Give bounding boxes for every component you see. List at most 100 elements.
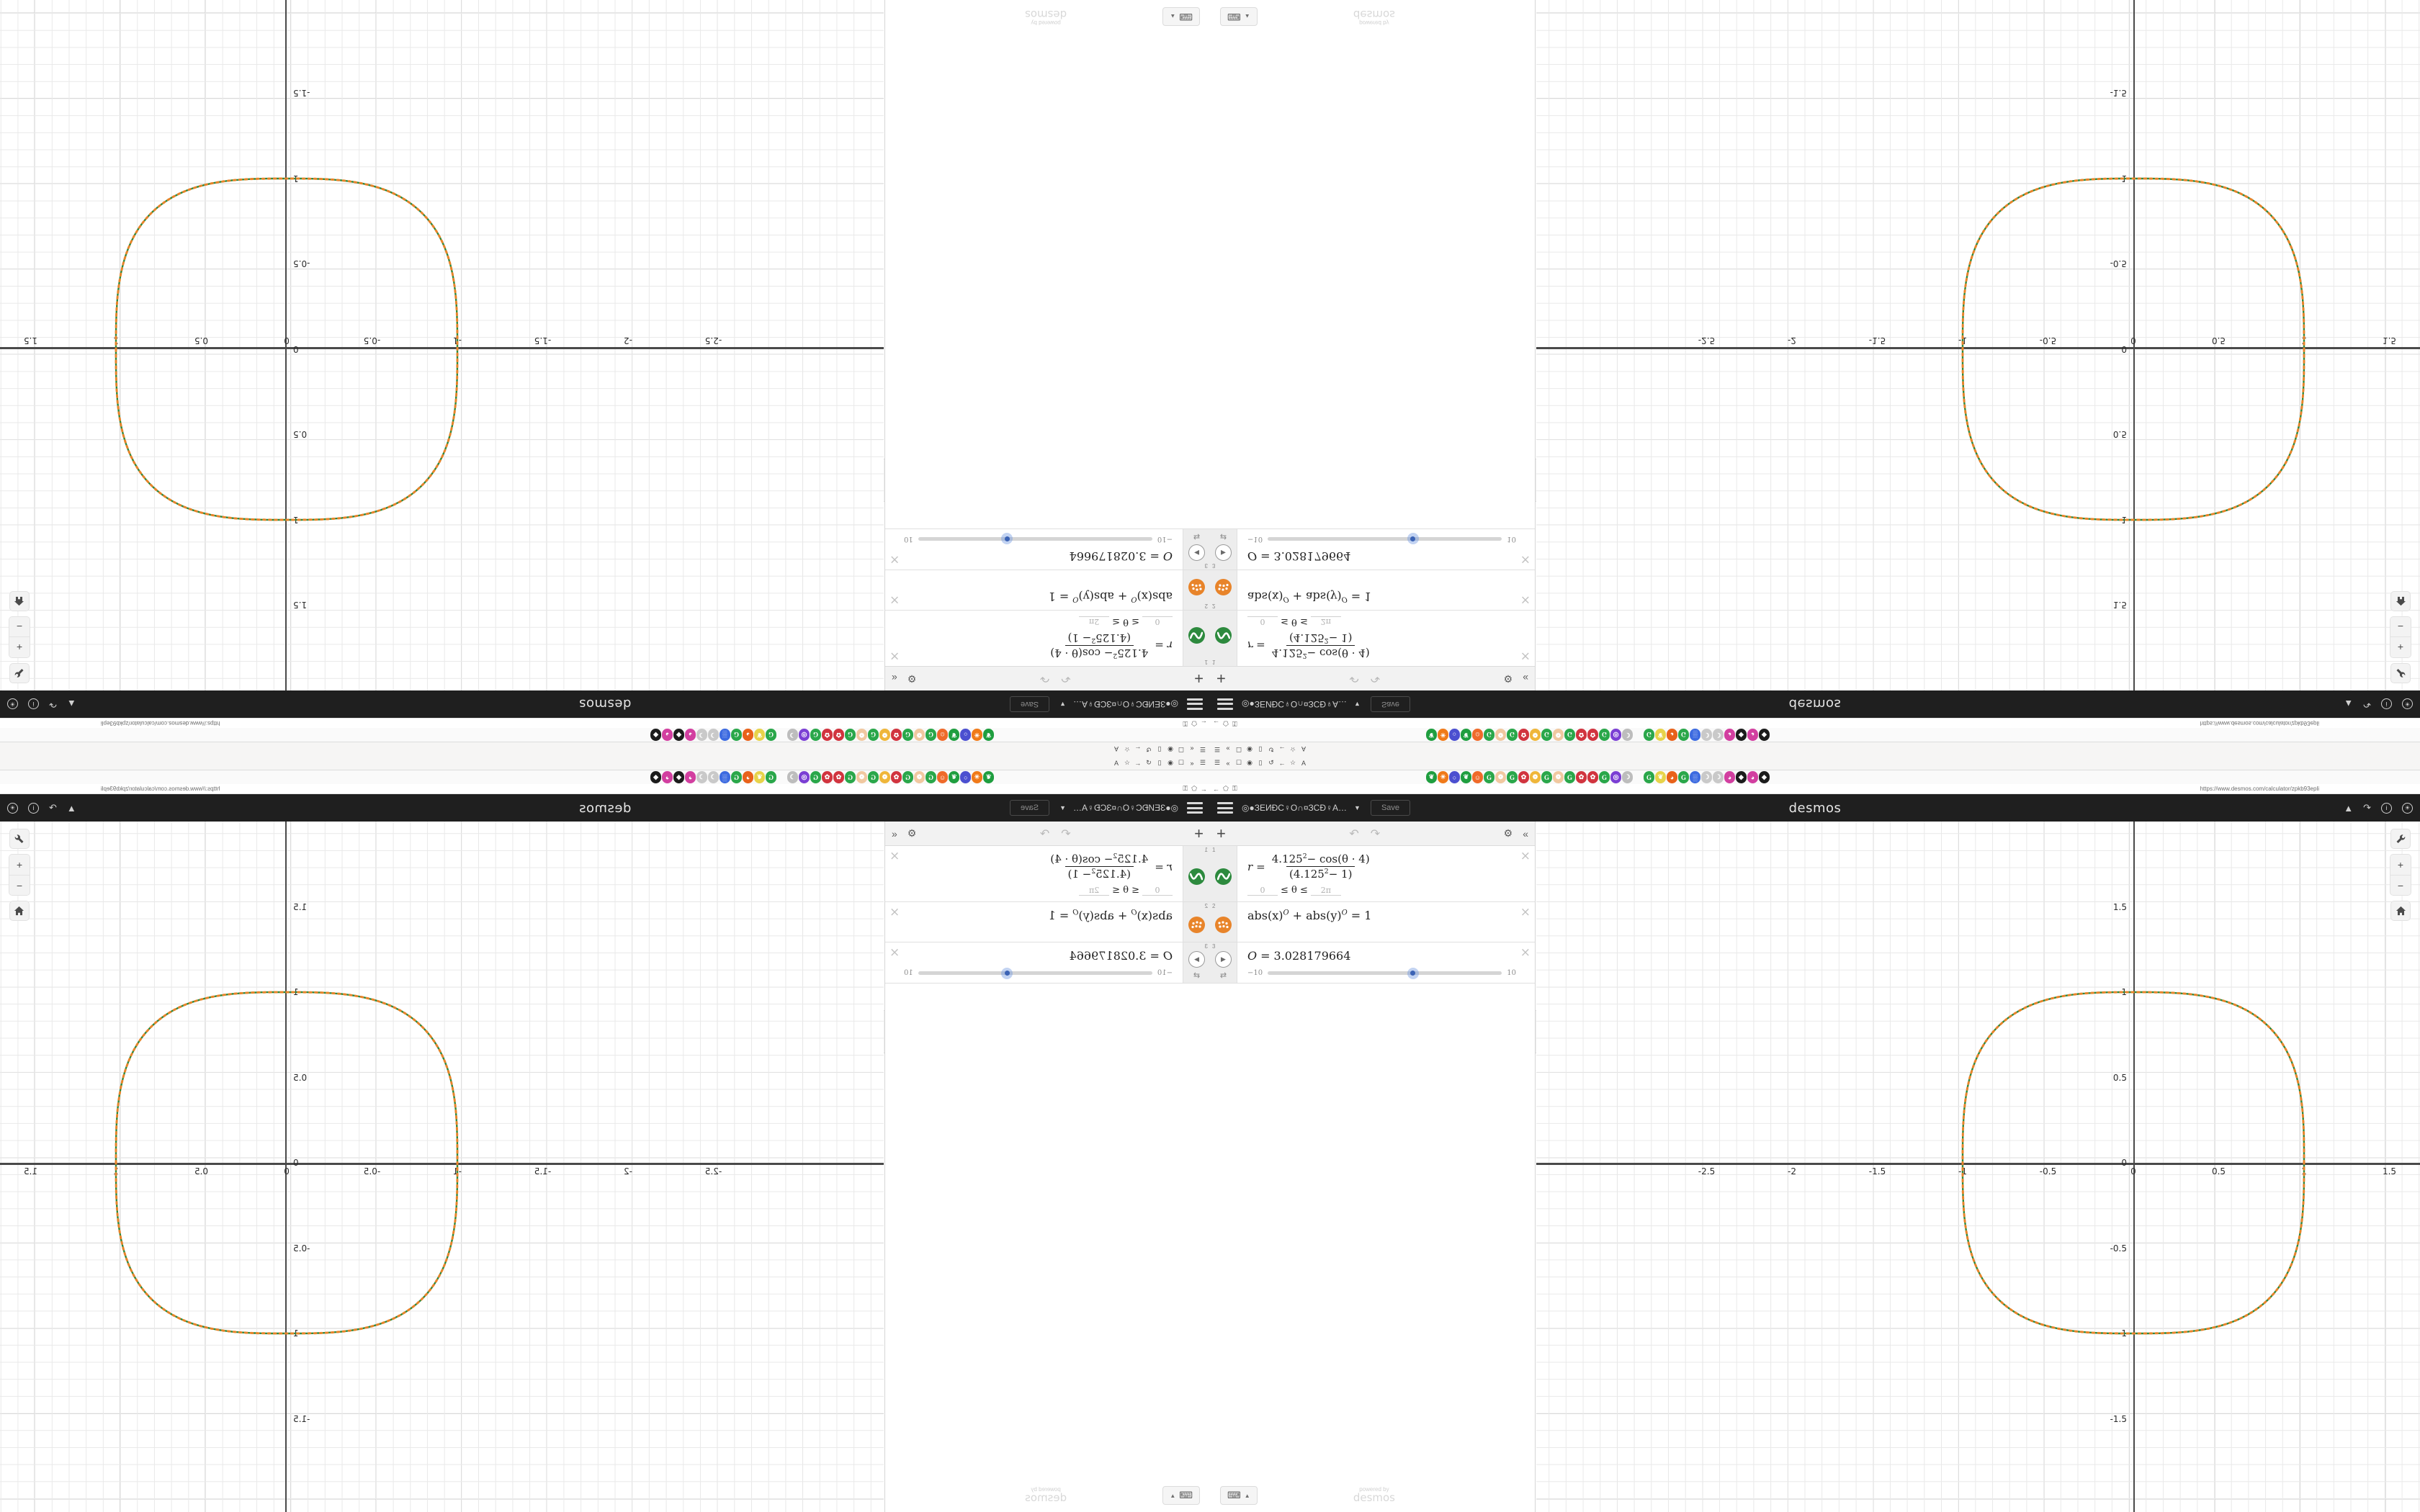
orange-dots-icon[interactable]	[1215, 917, 1232, 933]
new-tab-icon[interactable]: ☐	[1178, 759, 1185, 766]
favicon-black-shard[interactable]: ◆	[1736, 729, 1747, 741]
graph-title[interactable]: ◎●ЗЕИĐС♀О∩¤ЗСĐ♀А…	[1242, 803, 1348, 813]
quadrant-top-right[interactable]: ☰ « ☐ ◉ ▯ ↺ ← ☆ A ❦ ☀ ○ ❦ ☺ G ❁ G ✿ ❁ G ❁ G ✿ ✿ G ◎ ☽ G ❦ ◕…	[1210, 0, 2420, 756]
favicon-gold-flower[interactable]: ❁	[1530, 729, 1541, 741]
toolbar-right-group[interactable]: ⚙ «	[892, 672, 916, 685]
zoom-in-button[interactable]: +	[9, 855, 30, 875]
shield-icon[interactable]: ⬠	[1191, 720, 1197, 727]
favicon-green-g[interactable]: G	[1484, 729, 1494, 741]
domain-max-input[interactable]: 2π	[1079, 885, 1110, 896]
slider-handle[interactable]	[1001, 967, 1013, 979]
favicon-firefox[interactable]: ◕	[743, 729, 753, 741]
redo-icon[interactable]: ↷	[1039, 672, 1050, 685]
domain-min-input[interactable]: 0	[1247, 616, 1278, 627]
favicon-grey-moon-3[interactable]: ☽	[1713, 771, 1724, 783]
favicon-green-g-6[interactable]: G	[766, 771, 776, 783]
keyboard-toggle-button[interactable]: ⌨ ▲	[1220, 7, 1258, 26]
delete-expression-button[interactable]: ×	[1520, 649, 1531, 663]
home-reset-button[interactable]	[2390, 591, 2411, 611]
domain-max-input[interactable]: 2π	[1079, 616, 1110, 627]
favicon-black-shard-2[interactable]: ◆	[650, 729, 661, 741]
shield-icon[interactable]: ⬠	[1223, 785, 1229, 792]
slider-direction-icon[interactable]: ⇄	[1193, 971, 1201, 980]
favicon-green-leaf-2[interactable]: ❦	[1461, 771, 1471, 783]
delete-expression-button[interactable]: ×	[889, 649, 900, 663]
globe-icon[interactable]: ◉	[1168, 759, 1173, 766]
redo-icon[interactable]: ↷	[1039, 827, 1050, 840]
gear-icon[interactable]: ⚙	[1503, 827, 1513, 839]
undo-icon[interactable]: ↶	[1061, 672, 1071, 685]
share-icon[interactable]: ↷	[49, 802, 57, 813]
reader-icon[interactable]: ▯	[1258, 759, 1263, 766]
expression-body[interactable]: × r = 4.1252− cos(θ · 4)	[1237, 846, 1535, 901]
collapse-panel-icon[interactable]: «	[1523, 672, 1528, 685]
collapse-panel-icon[interactable]: «	[892, 827, 897, 840]
delete-expression-button[interactable]: ×	[889, 593, 900, 607]
account-avatar-icon[interactable]: ☀	[7, 802, 18, 814]
menu-icon[interactable]: ☰	[1199, 759, 1206, 766]
slider-track[interactable]	[918, 967, 1152, 979]
favicon-magenta-blob[interactable]: ◕	[685, 729, 696, 741]
browser-url-bar[interactable]: ← ⬠ ⚿ https://www.desmos.com/calculator/…	[0, 784, 1210, 794]
undo-icon[interactable]: ↶	[1349, 827, 1359, 840]
back-arrow-icon[interactable]: ←	[1201, 785, 1207, 793]
favicon-green-g-6[interactable]: G	[1644, 771, 1654, 783]
favicon-pale-flower[interactable]: ❁	[1495, 729, 1506, 741]
slider-track[interactable]	[1268, 533, 1502, 545]
favicon-yellow-bird[interactable]: ❦	[1655, 771, 1666, 783]
graph-toolbar[interactable]: + −	[9, 591, 30, 683]
collapse-panel-icon[interactable]: «	[892, 672, 897, 685]
favicon-blue-grid[interactable]: ░	[720, 729, 730, 741]
favicon-magenta-blob[interactable]: ◕	[685, 771, 696, 783]
back-arrow-icon[interactable]: ←	[1278, 745, 1286, 753]
tab-favicon-group-2[interactable]: G ❦ ◕ G ░ ☽ ☽ ◕ ◆ ◕ ◆	[650, 729, 776, 741]
orange-dots-icon[interactable]	[1188, 917, 1205, 933]
graph-canvas[interactable]: -2.5-2-1.5-1-0.500.511.522.5 1.510.50-0.…	[0, 0, 884, 690]
favicon-red-bloom-3[interactable]: ✿	[1587, 771, 1598, 783]
parameter-slider[interactable]: −10 10	[904, 533, 1173, 545]
favicon-yellow-bird[interactable]: ❦	[1655, 729, 1666, 741]
favicon-blue-ring[interactable]: ○	[960, 771, 971, 783]
favicon-firefox[interactable]: ◕	[1667, 771, 1677, 783]
browser-bookmark-toolbar[interactable]: ☰ « ☐ ◉ ▯ ↺ ← ☆ A	[1210, 756, 2420, 770]
favicon-green-g-7[interactable]: G	[1678, 771, 1689, 783]
toolbar-right-group[interactable]: ⚙ «	[892, 827, 916, 840]
globe-icon[interactable]: ◉	[1168, 746, 1173, 753]
quadrant-bottom-left[interactable]: ☰ « ☐ ◉ ▯ ↺ ← ☆ A ❦ ☀ ○ ❦ ☺ G ❁ G ✿ ❁ G ❁ G ✿ ✿ G ◎ ☽ G ❦ ◕…	[0, 756, 1210, 1512]
add-expression-button[interactable]: +	[1194, 824, 1204, 842]
zoom-out-button[interactable]: −	[9, 617, 30, 637]
graph-toolbar[interactable]: + −	[2390, 591, 2411, 683]
favicon-green-g-7[interactable]: G	[731, 729, 742, 741]
back-arrow-icon[interactable]: ←	[1134, 745, 1142, 753]
favicon-orange-face[interactable]: ☺	[937, 771, 948, 783]
favicon-green-g-7[interactable]: G	[731, 771, 742, 783]
wrench-settings-icon[interactable]	[9, 663, 30, 683]
expression-row-2[interactable]: 2	[885, 570, 1210, 610]
reload-icon[interactable]: ↺	[1268, 759, 1274, 766]
favicon-pale-flower-2[interactable]: ❁	[1553, 729, 1564, 741]
globe-icon[interactable]: ◉	[1247, 759, 1252, 766]
translate-icon[interactable]: A	[1301, 759, 1306, 767]
undo-redo-group[interactable]: ↶ ↷	[1349, 672, 1380, 686]
favicon-green-g-5[interactable]: G	[810, 729, 821, 741]
parameter-slider[interactable]: −10 10	[1247, 967, 1516, 979]
slider-max-label[interactable]: 10	[904, 969, 913, 977]
chevron-down-icon[interactable]: ▼	[1059, 701, 1066, 708]
favicon-purple-spiral[interactable]: ◎	[1610, 729, 1621, 741]
zoom-button-group[interactable]: + −	[9, 854, 30, 896]
caret-up-icon[interactable]: ▲	[66, 698, 76, 710]
favicon-orange-sun[interactable]: ☀	[972, 771, 982, 783]
graph-title[interactable]: ◎●ЗЕИĐС♀О∩¤ЗСĐ♀А…	[1072, 803, 1178, 813]
favicon-red-bloom-2[interactable]: ✿	[833, 771, 844, 783]
expression-body[interactable]: × r = 4.1252− cos(θ · 4)	[885, 611, 1183, 666]
play-button-icon[interactable]: ▶	[1188, 544, 1205, 561]
translate-icon[interactable]: A	[1114, 759, 1119, 767]
expression-row-1[interactable]: 1 × r =	[885, 610, 1210, 666]
help-info-icon[interactable]: i	[28, 698, 39, 710]
header-actions[interactable]: ▲ ↷ i ☀	[2344, 802, 2413, 814]
save-button[interactable]: Save	[1370, 696, 1411, 712]
slider-value[interactable]: 3.028179664	[1069, 549, 1147, 563]
hamburger-menu-icon[interactable]	[1187, 698, 1203, 710]
favicon-green-g[interactable]: G	[1484, 771, 1494, 783]
favicon-green-g-3[interactable]: G	[1541, 729, 1552, 741]
